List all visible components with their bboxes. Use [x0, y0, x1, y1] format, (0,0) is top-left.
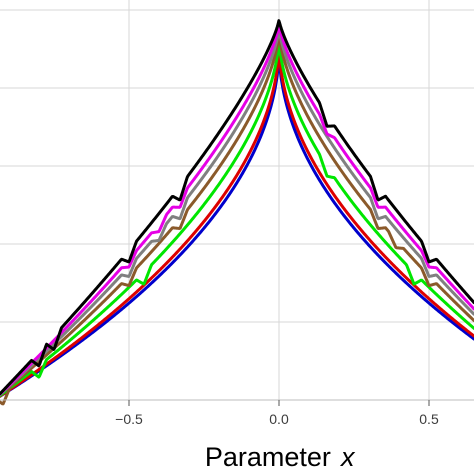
x-axis-title: Parameter x — [205, 442, 356, 472]
series-layer — [0, 19, 474, 406]
series-line-1 — [0, 48, 474, 398]
x-tick-label-1: 0.0 — [269, 411, 289, 427]
series-line-4 — [0, 27, 474, 397]
series-line-0 — [0, 53, 474, 398]
series-line-3 — [0, 32, 474, 406]
series-line-5 — [0, 23, 474, 396]
grid — [0, 0, 474, 400]
x-axis-title-variable: x — [339, 442, 356, 472]
x-tick-label-2: 0.5 — [419, 411, 439, 427]
series-line-6 — [0, 19, 474, 396]
x-axis-title-text: Parameter — [205, 442, 331, 472]
x-tick-labels: −0.5 0.0 0.5 — [115, 411, 439, 427]
series-line-2 — [0, 39, 474, 398]
x-tick-label-0: −0.5 — [115, 411, 143, 427]
x-ticks — [128, 400, 430, 406]
